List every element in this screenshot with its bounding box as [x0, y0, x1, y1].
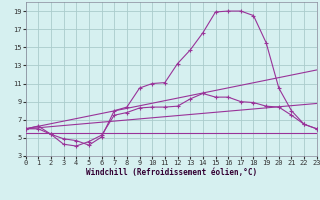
X-axis label: Windchill (Refroidissement éolien,°C): Windchill (Refroidissement éolien,°C)	[86, 168, 257, 177]
